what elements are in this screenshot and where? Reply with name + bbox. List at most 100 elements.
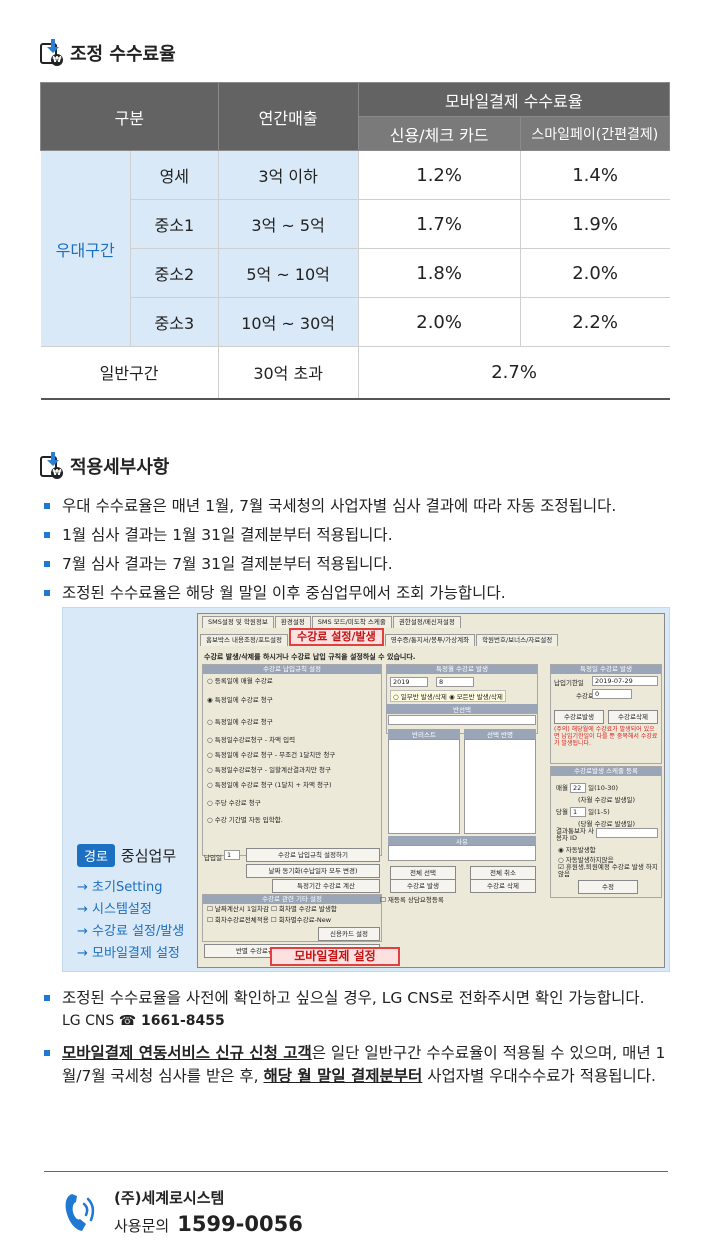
route-tag: 경로: [77, 844, 115, 867]
reason-input[interactable]: [388, 845, 536, 861]
tab-sms-mode[interactable]: SMS 모드/미도착 스케줄: [311, 616, 392, 628]
group-preferential: 우대구간: [40, 150, 131, 347]
pay-date-input[interactable]: 2019-07-29: [592, 676, 658, 686]
selected-class-caption: 선택 반명: [464, 729, 536, 739]
fee-generate-button[interactable]: 수강료 발생: [390, 879, 456, 893]
table-row: 중소1 3억 ~ 5억 1.7% 1.9%: [41, 199, 670, 249]
class-select-caption: 반선택: [386, 704, 538, 714]
tier-cell: 영세: [130, 150, 219, 200]
note-new-customer: 모바일결제 연동서비스 신규 신청 고객은 일단 일반구간 수수료율이 적용될 …: [44, 1042, 674, 1088]
header-category: 구분: [40, 82, 219, 151]
radio-partial[interactable]: ○ 일부반 발생/삭제 ◉ 모든반 발생/삭제: [390, 690, 506, 702]
tab-env[interactable]: 환경설정: [274, 616, 311, 628]
fee-rule-button[interactable]: 수강료 납입규칙 설정하기: [246, 848, 380, 862]
monthly-input[interactable]: 22: [570, 783, 587, 793]
same-month-note: (당월 수강료 발생일): [578, 820, 636, 828]
tab-academy-number[interactable]: 학원번호/보너스/자료설정: [476, 634, 559, 646]
class-select[interactable]: [388, 715, 536, 725]
window-message: 수강료 발생/삭제를 하시거나 수강료 납입 규칙을 설정하실 수 있습니다.: [204, 653, 416, 661]
etc-option[interactable]: ☐ 날짜계산시 1일차감 ☐ 회차별 수강료 발생함: [207, 905, 337, 913]
rule-option[interactable]: ○ 수강 기간별 자동 입학함.: [207, 816, 283, 824]
delete-button[interactable]: 수강료삭제: [608, 710, 658, 724]
tab-homebox[interactable]: 홈보박스 내용조정/포트설정: [200, 634, 289, 646]
settings-window: SMS설정 및 학원정보 환경설정 SMS 모드/미도착 스케줄 권한설정/메신…: [197, 613, 665, 968]
same-month-input[interactable]: 1: [570, 807, 587, 817]
period-calc-button[interactable]: 특정기간 수강료 계산: [272, 879, 380, 893]
rule-option[interactable]: ○ 특정일에 수강료 청구: [207, 718, 273, 726]
header-smile-pay: 스마일페이(간편결제): [519, 116, 671, 151]
header-credit-card: 신용/체크 카드: [357, 116, 521, 151]
inquiry-phone: 1599-0056: [177, 1212, 303, 1236]
tier-general: 일반구간: [40, 346, 219, 400]
document-download-icon: ₩: [40, 39, 63, 66]
route-step: → 시스템설정: [77, 902, 152, 917]
month-fee-caption: 특정월 수강료 발생: [387, 665, 537, 674]
class-list[interactable]: [388, 739, 460, 834]
route-head: 중심업무: [120, 847, 177, 865]
phone-icon: [62, 1190, 100, 1234]
pay-day-label: 납입일: [204, 854, 222, 862]
generate-button[interactable]: 수강료발생: [554, 710, 604, 724]
selected-class-list[interactable]: [464, 739, 536, 834]
smile-rate-cell: 1.9%: [519, 199, 670, 249]
table-row: 중소3 10억 ~ 30억 2.0% 2.2%: [41, 297, 670, 347]
month-input[interactable]: 8: [436, 677, 474, 687]
sales-general: 30억 초과: [217, 346, 359, 400]
date-sync-button[interactable]: 날짜 동기화(수납일자 모두 변경): [246, 864, 380, 878]
rule-option[interactable]: ◉ 특정일에 수강료 청구: [207, 696, 273, 704]
route-step: → 초기Setting: [77, 880, 163, 895]
program-screenshot: 경로 중심업무 → 초기Setting → 시스템설정 → 수강료 설정/발생 →…: [62, 607, 670, 972]
cancel-all-button[interactable]: 전체 취소: [470, 866, 536, 880]
fee-delete-button[interactable]: 수강료 삭제: [470, 879, 536, 893]
auto-on-radio[interactable]: ◉ 자동발생함: [558, 846, 596, 854]
smile-rate-cell: 1.4%: [519, 150, 670, 200]
rule-option[interactable]: ○ 특정일에 수강료 청구 - 무조건 1달치만 청구: [207, 751, 336, 759]
rule-option[interactable]: ○ 등록일에 매월 수강료: [207, 677, 273, 685]
rule-option[interactable]: ○ 특정일에 수강료 청구 (1달치 + 차액 청구): [207, 781, 332, 789]
fee-rule-box: 수강료 납입규칙 설정 ○ 등록일에 매월 수강료 ◉ 특정일에 수강료 청구 …: [202, 664, 382, 856]
details-list: 우대 수수료율은 매년 1월, 7월 국세청의 사업자별 심사 결과에 따라 자…: [44, 496, 616, 612]
header-mobile-fee: 모바일결제 수수료율: [357, 82, 671, 117]
rule-option[interactable]: ○ 주당 수강료 청구: [207, 799, 261, 807]
modify-button[interactable]: 수정: [578, 880, 638, 894]
list-item: 조정된 수수료율은 해당 월 말일 이후 중심업무에서 조회 가능합니다.: [44, 583, 616, 612]
etc-option[interactable]: ☐ 회차수강료전체적용 ☐ 회차별수강료-New: [207, 916, 332, 924]
tier-cell: 중소1: [130, 199, 219, 249]
list-item: 7월 심사 결과는 7월 31일 결제분부터 적용됩니다.: [44, 554, 616, 583]
rule-option[interactable]: ○ 특정일수강료청구 - 차액 입력: [207, 736, 296, 744]
tab-permission[interactable]: 권한설정/메신저설정: [392, 616, 461, 628]
section-title-text: 조정 수수료율: [70, 44, 176, 65]
credit-rate-cell: 1.2%: [357, 150, 521, 200]
credit-rate-cell: 1.7%: [357, 199, 521, 249]
tab-receipt[interactable]: 영수증/통지서/봉투/가상계좌: [384, 634, 476, 646]
monthly-row: 매월 22 일(10-30): [556, 783, 619, 793]
class-list-caption: 반리스트: [388, 729, 460, 739]
payer-input[interactable]: [596, 828, 658, 838]
credit-card-button[interactable]: 신용카드 설정: [318, 927, 380, 941]
credit-rate-cell: 1.8%: [357, 248, 521, 298]
route-guide: 경로 중심업무 → 초기Setting → 시스템설정 → 수강료 설정/발생 →…: [77, 844, 184, 965]
divider: [44, 1171, 668, 1172]
auto-off-radio[interactable]: ○ 자동발생하지않음: [558, 856, 614, 864]
etc-caption: 수강료 관련 기타 설정: [203, 895, 381, 904]
inquiry-label: 사용문의: [114, 1217, 170, 1235]
smile-rate-cell: 2.0%: [519, 248, 670, 298]
note-lgcns-text: 조정된 수수료율을 사전에 확인하고 싶으실 경우, LG CNS로 전화주시면…: [62, 989, 645, 1007]
pay-day-input[interactable]: 1: [224, 850, 240, 860]
note-lgcns-tel: LG CNS ☎ 1661-8455: [62, 1013, 225, 1029]
tab-fee-settings[interactable]: 수강료 설정/발생: [289, 628, 384, 646]
re-register-checkbox[interactable]: ☐ 재등록 상담요청등록: [380, 896, 444, 904]
section-title-details: ₩ 적용세부사항: [40, 452, 169, 479]
list-item: 1월 심사 결과는 1월 31일 결제분부터 적용됩니다.: [44, 525, 616, 554]
tab-sms-info[interactable]: SMS설정 및 학원정보: [202, 616, 274, 628]
year-input[interactable]: 2019: [390, 677, 428, 687]
rule-option[interactable]: ○ 특정일수강료청구 - 일할계산결과치만 청구: [207, 766, 331, 774]
fee-input[interactable]: 0: [592, 689, 632, 699]
select-all-button[interactable]: 전체 선택: [390, 866, 456, 880]
credit-rate-cell: 2.0%: [357, 297, 521, 347]
note-lgcns: 조정된 수수료율을 사전에 확인하고 싶으실 경우, LG CNS로 전화주시면…: [44, 987, 674, 1033]
mobile-payment-button[interactable]: 모바일결제 설정: [270, 947, 400, 966]
sales-cell: 5억 ~ 10억: [217, 248, 359, 298]
vacation-checkbox[interactable]: ☑ 휴원생,퇴원예정 수강료 발생 하지 않음: [558, 863, 658, 878]
fee-table: 구분 연간매출 모바일결제 수수료율 신용/체크 카드 스마일페이(간편결제) …: [40, 82, 671, 400]
